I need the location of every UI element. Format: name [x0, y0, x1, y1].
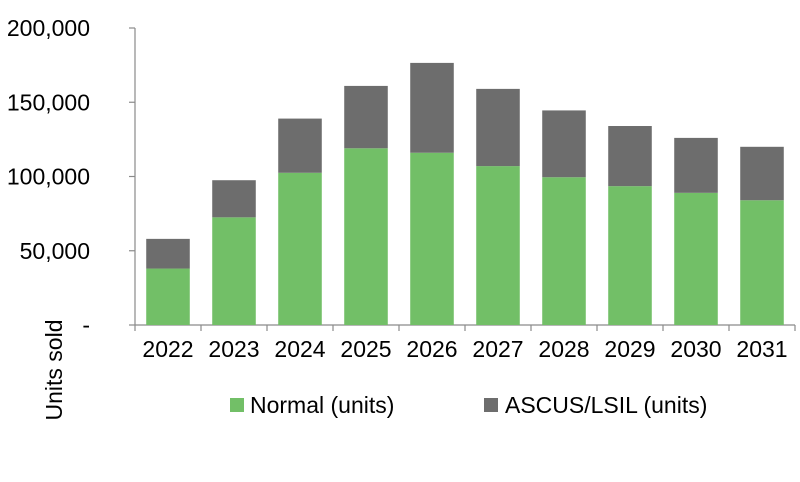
bar-normal-2030 [674, 192, 718, 325]
legend-swatch-ascus-lsil [484, 398, 498, 412]
x-tick-label: 2027 [472, 336, 523, 362]
bar-ascus-lsil-2026 [410, 62, 454, 153]
bar-normal-2029 [608, 186, 652, 325]
bar-ascus-lsil-2028 [542, 110, 586, 178]
x-tick-label: 2029 [604, 336, 655, 362]
bar-ascus-lsil-2025 [344, 85, 388, 149]
legend-label-ascus-lsil: ASCUS/LSIL (units) [505, 392, 707, 418]
x-axis: 2022 2023 2024 2025 2026 2027 2028 2029 2030 2031 [134, 324, 796, 362]
y-axis: - 50,000 100,000 150,000 200,000 [7, 15, 136, 338]
bar-normal-2031 [740, 200, 784, 325]
y-tick-label: - [82, 312, 90, 338]
bar-ascus-lsil-2031 [740, 146, 784, 201]
y-tick-label: 100,000 [7, 164, 90, 190]
bar-normal-2024 [278, 172, 322, 325]
y-tick-label: 50,000 [20, 238, 90, 264]
legend-label-normal: Normal (units) [250, 392, 394, 418]
bar-normal-2025 [344, 148, 388, 325]
x-tick-label: 2024 [274, 336, 325, 362]
bar-normal-2023 [212, 217, 256, 325]
y-tick-label: 150,000 [7, 89, 90, 115]
bar-ascus-lsil-2023 [212, 180, 256, 218]
bar-ascus-lsil-2024 [278, 118, 322, 173]
x-tick-label: 2031 [736, 336, 787, 362]
x-tick-label: 2025 [340, 336, 391, 362]
bar-normal-2027 [476, 166, 520, 325]
y-tick-label: 200,000 [7, 15, 90, 41]
bar-ascus-lsil-2027 [476, 88, 520, 167]
x-tick-label: 2022 [142, 336, 193, 362]
bar-normal-2026 [410, 152, 454, 325]
bar-ascus-lsil-2030 [674, 137, 718, 193]
bar-ascus-lsil-2022 [146, 238, 190, 269]
legend-swatch-normal [230, 398, 244, 412]
legend: Normal (units) ASCUS/LSIL (units) [230, 392, 707, 418]
bars [146, 62, 784, 325]
x-tick-label: 2030 [670, 336, 721, 362]
x-tick-label: 2026 [406, 336, 457, 362]
x-tick-label: 2028 [538, 336, 589, 362]
y-axis-title: Units sold [41, 320, 67, 421]
bar-normal-2028 [542, 177, 586, 325]
bar-normal-2022 [146, 268, 190, 325]
bar-ascus-lsil-2029 [608, 126, 652, 187]
x-tick-label: 2023 [208, 336, 259, 362]
